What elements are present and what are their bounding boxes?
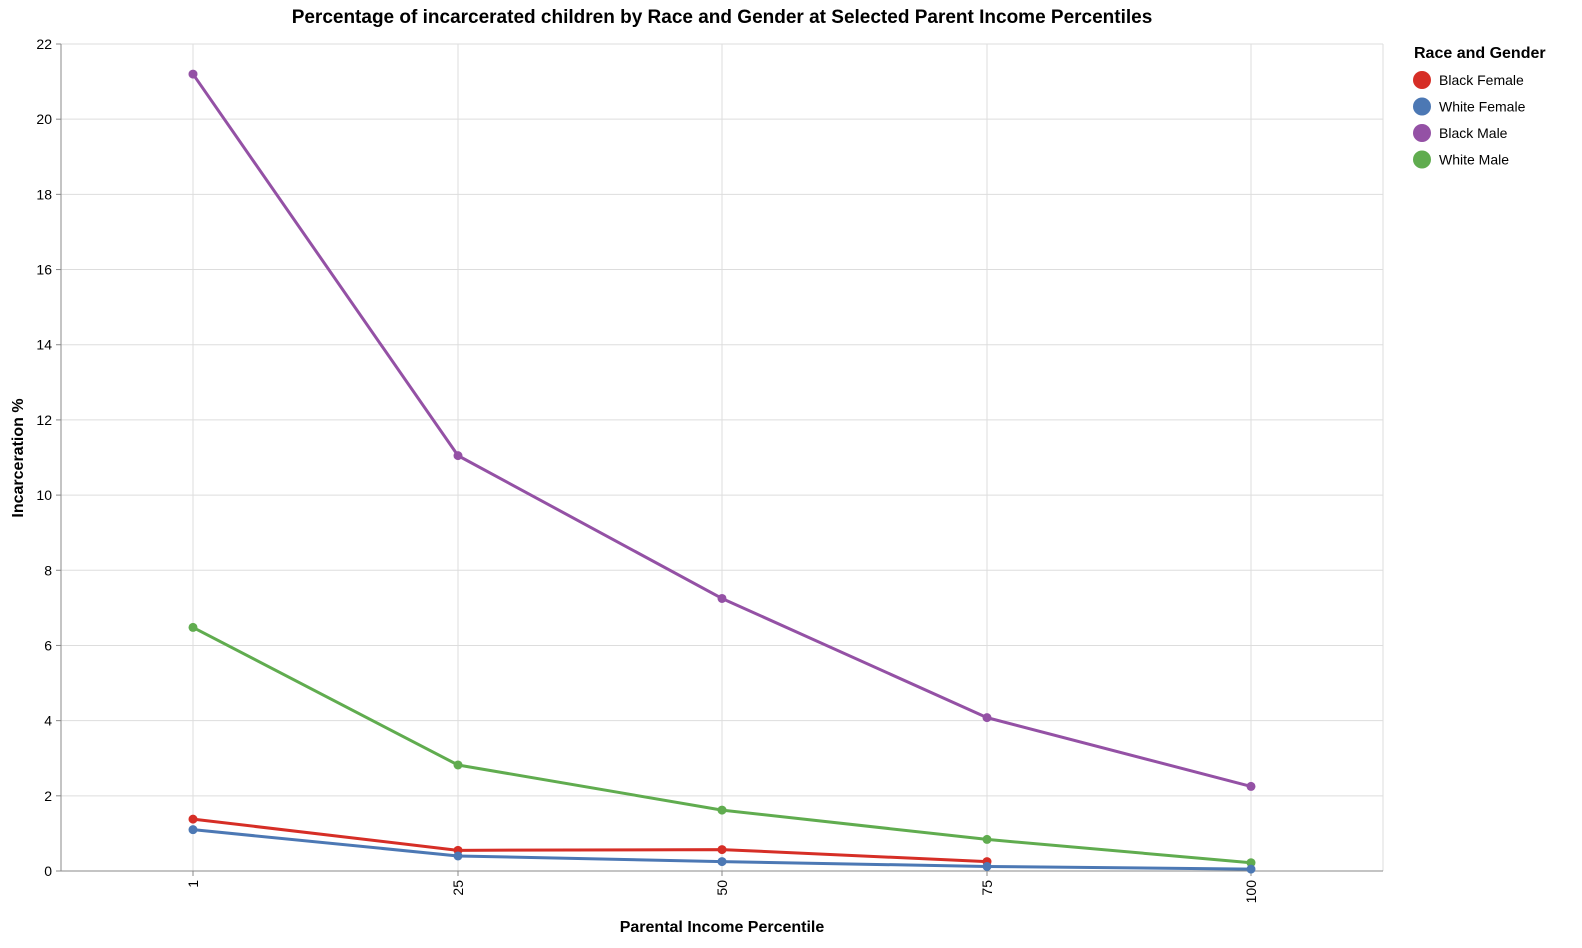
legend-label-white-male: White Male [1439,152,1509,168]
x-tick-label: 50 [714,880,730,896]
legend-label-black-female: Black Female [1439,72,1524,88]
legend-label-black-male: Black Male [1439,125,1508,141]
data-point-black-male [982,713,992,723]
y-tick-label: 18 [36,186,52,202]
y-tick-label: 20 [36,111,52,127]
data-point-white-male [1246,858,1256,868]
legend-swatch-black-female [1413,71,1431,89]
y-tick-label: 10 [36,487,52,503]
data-point-black-male [1246,781,1256,791]
x-axis-title: Parental Income Percentile [620,919,825,936]
y-tick-label: 0 [44,863,52,879]
data-point-black-male [717,593,727,603]
data-point-black-female [717,845,727,855]
y-tick-label: 16 [36,262,52,278]
legend-title: Race and Gender [1414,45,1546,62]
data-point-black-male [188,69,198,79]
series-line-black-female [191,817,989,864]
y-tick-label: 2 [44,788,52,804]
chart-title: Percentage of incarcerated children by R… [292,7,1153,28]
y-axis-title: Incarceration % [10,398,27,517]
y-tick-label: 12 [36,412,52,428]
data-point-white-female [717,857,727,867]
x-tick-label: 1 [185,880,201,888]
data-point-white-female [188,825,198,835]
legend-swatch-black-male [1413,124,1431,142]
legend-swatch-white-female [1413,97,1431,116]
x-tick-label: 75 [979,880,995,896]
x-tick-label: 25 [450,880,466,896]
y-tick-label: 8 [44,562,52,578]
data-point-black-female [188,814,198,824]
legend: Race and Gender Black Female White Female… [1413,45,1546,169]
data-point-white-female [982,861,992,871]
data-point-white-male [982,834,992,844]
y-tick-label: 6 [44,637,52,653]
legend-swatch-white-male [1413,150,1431,169]
data-point-white-female [453,851,463,861]
y-tick-label: 4 [44,713,52,729]
data-point-white-male [453,760,463,770]
y-tick-label: 14 [36,337,52,353]
legend-items: Black Female White Female Black Male White … [1413,71,1526,169]
y-tick-label: 22 [36,36,52,52]
axes: 0 2 4 6 8 10 12 14 16 18 20 22 1 25 50 75 100 [36,36,1383,903]
data-point-black-male [453,451,463,461]
series-layer [188,69,1256,874]
x-tick-label: 100 [1243,880,1259,904]
data-point-white-male [188,622,198,632]
data-point-white-female [1246,864,1256,874]
legend-label-white-female: White Female [1439,99,1526,115]
data-point-white-male [717,805,727,815]
